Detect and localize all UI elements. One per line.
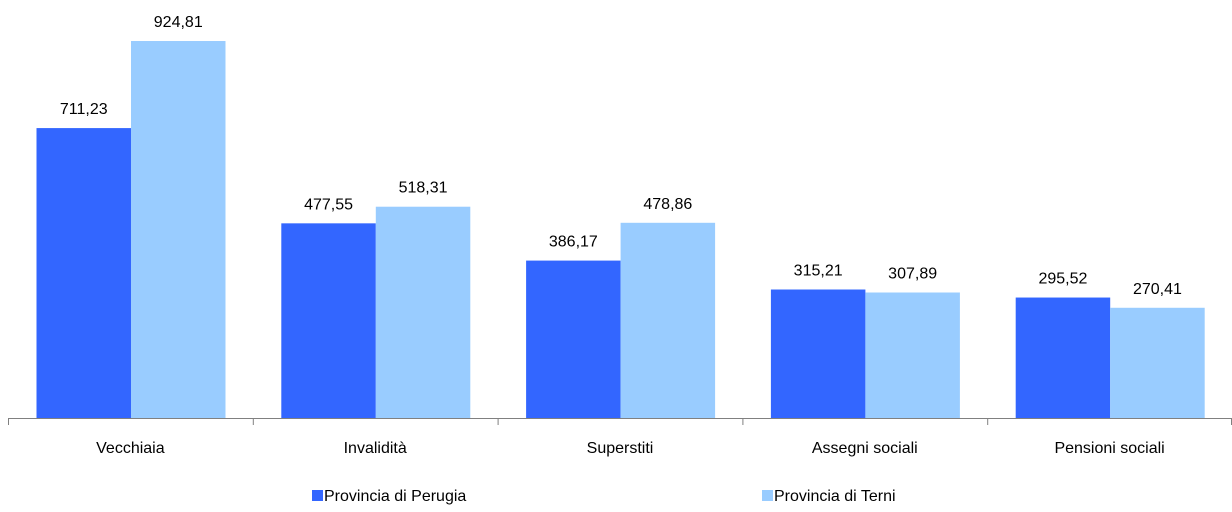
data-label-perugia-0: 711,23 <box>60 101 108 118</box>
bar-perugia-3 <box>770 289 866 418</box>
bar-perugia-1 <box>281 223 376 418</box>
bar-terni-4 <box>1110 307 1205 418</box>
legend-item-terni: Provincia di Terni <box>762 488 896 505</box>
category-label-3: Assegni sociali <box>812 440 918 457</box>
legend: Provincia di Perugia Provincia di Terni <box>312 488 896 505</box>
bar-perugia-4 <box>1015 297 1111 418</box>
data-label-perugia-1: 477,55 <box>304 196 353 213</box>
data-label-terni-2: 478,86 <box>643 196 692 213</box>
category-labels-group: Vecchiaia Invalidità Superstiti Assegni soc… <box>96 440 1165 457</box>
legend-item-perugia: Provincia di Perugia <box>312 488 466 505</box>
legend-swatch-perugia <box>312 490 323 501</box>
data-label-terni-4: 270,41 <box>1133 281 1182 298</box>
data-label-perugia-2: 386,17 <box>549 234 598 251</box>
value-labels-group: 711,23 924,81 477,55 518,31 386,17 478,86 315,… <box>60 14 1182 298</box>
bar-terni-2 <box>620 222 716 418</box>
legend-swatch-terni <box>762 490 773 501</box>
data-label-perugia-3: 315,21 <box>794 263 843 280</box>
bar-perugia-2 <box>526 260 621 418</box>
data-label-terni-1: 518,31 <box>399 180 448 197</box>
bar-perugia-0 <box>36 128 131 418</box>
category-label-1: Invalidità <box>344 440 407 457</box>
bar-terni-0 <box>131 41 226 419</box>
x-axis-ticks <box>8 418 1232 425</box>
category-label-2: Superstiti <box>587 440 654 457</box>
data-label-perugia-4: 295,52 <box>1038 271 1087 288</box>
data-label-terni-3: 307,89 <box>888 265 937 282</box>
category-label-0: Vecchiaia <box>96 440 165 457</box>
bar-terni-3 <box>865 292 960 418</box>
category-label-4: Pensioni sociali <box>1054 440 1164 457</box>
bars-group <box>36 41 1205 419</box>
bar-terni-1 <box>375 206 471 418</box>
legend-label-terni: Provincia di Terni <box>774 488 896 505</box>
legend-label-perugia: Provincia di Perugia <box>324 488 466 505</box>
data-label-terni-0: 924,81 <box>154 14 203 31</box>
